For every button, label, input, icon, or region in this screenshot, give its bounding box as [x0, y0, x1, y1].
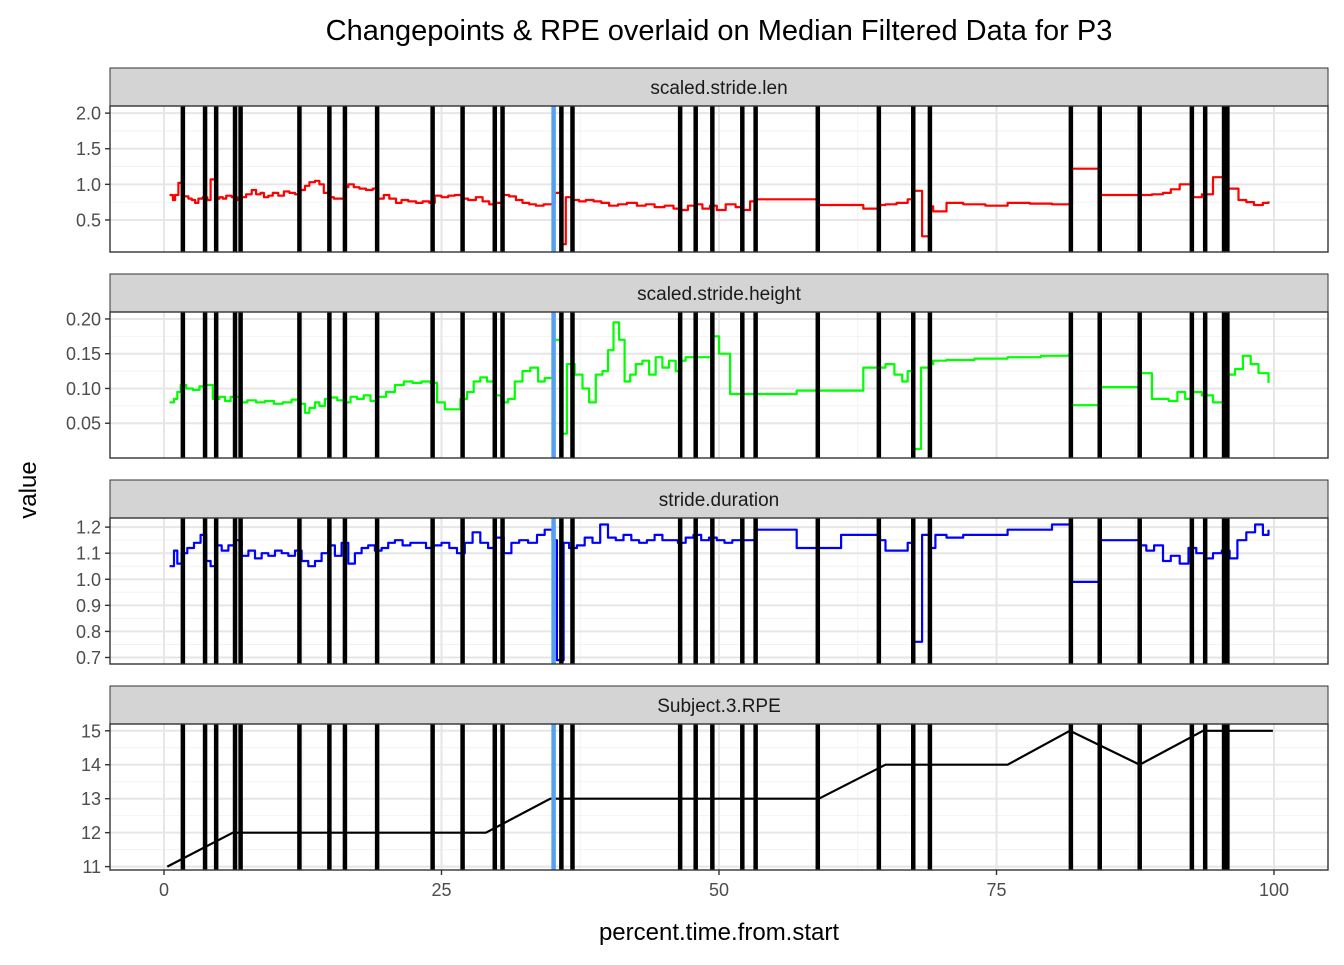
facet-panel-3: stride.duration 0.7 0.8 0.9 1.0 1.1 1.2: [76, 479, 1329, 668]
y-tick-label: 12: [81, 823, 101, 843]
facet-strip-label: scaled.stride.len: [650, 78, 787, 99]
y-tick-label: 14: [81, 755, 101, 775]
y-tick-label: 13: [81, 789, 101, 809]
x-tick-label: 0: [159, 880, 169, 900]
x-tick-label: 100: [1259, 880, 1289, 900]
y-tick-label: 0.15: [66, 344, 101, 364]
y-tick-label: 0.9: [76, 596, 101, 616]
x-tick-label: 50: [709, 880, 729, 900]
y-tick-label: 0.20: [66, 309, 101, 329]
y-tick-label: 0.05: [66, 414, 101, 434]
panel-border: [109, 311, 1329, 459]
y-tick-label: 0.5: [76, 210, 101, 230]
x-tick-label: 25: [431, 880, 451, 900]
y-tick-label: 1.5: [76, 139, 101, 159]
y-tick-label: 1.0: [76, 175, 101, 195]
y-tick-label: 1.2: [76, 518, 101, 538]
facet-panel-4: Subject.3.RPE 11 12 13 14 15: [81, 685, 1329, 877]
facet-strip-label: stride.duration: [659, 490, 779, 511]
y-tick-label: 15: [81, 721, 101, 741]
x-axis-label: percent.time.from.start: [599, 919, 839, 946]
facet-strip: [109, 67, 1329, 107]
series-line-Subject.3.RPE: [166, 729, 1273, 868]
y-tick-label: 0.7: [76, 648, 101, 668]
panels-group: scaled.stride.len0.51.01.52.0scaled.stri…: [66, 67, 1329, 877]
y-tick-label: 11: [82, 857, 101, 877]
y-axis-label: value: [15, 461, 42, 518]
y-tick-label: 1.0: [76, 570, 101, 590]
y-tick-label: 0.8: [76, 622, 101, 642]
series-line-scaled.stride.len: [169, 167, 1270, 246]
x-axis: 0 25 50 75 100: [159, 870, 1289, 900]
panel-border: [109, 517, 1329, 665]
x-tick-label: 75: [986, 880, 1006, 900]
y-tick-label: 1.1: [76, 544, 101, 564]
facet-strip: [109, 273, 1329, 313]
facet-panel-2: scaled.stride.height 0.05 0.10 0.15 0.20: [66, 273, 1329, 459]
facet-strip-label: Subject.3.RPE: [657, 696, 781, 717]
facet-strip: [109, 479, 1329, 519]
facet-strip-label: scaled.stride.height: [637, 284, 801, 305]
panel-border: [109, 105, 1329, 253]
y-tick-label: 2.0: [76, 104, 101, 124]
facet-panel-1: scaled.stride.len 0.5 1.0 1.5 2.0: [76, 67, 1329, 253]
chart-title: Changepoints & RPE overlaid on Median Fi…: [326, 15, 1113, 47]
y-tick-label: 0.10: [66, 379, 101, 399]
